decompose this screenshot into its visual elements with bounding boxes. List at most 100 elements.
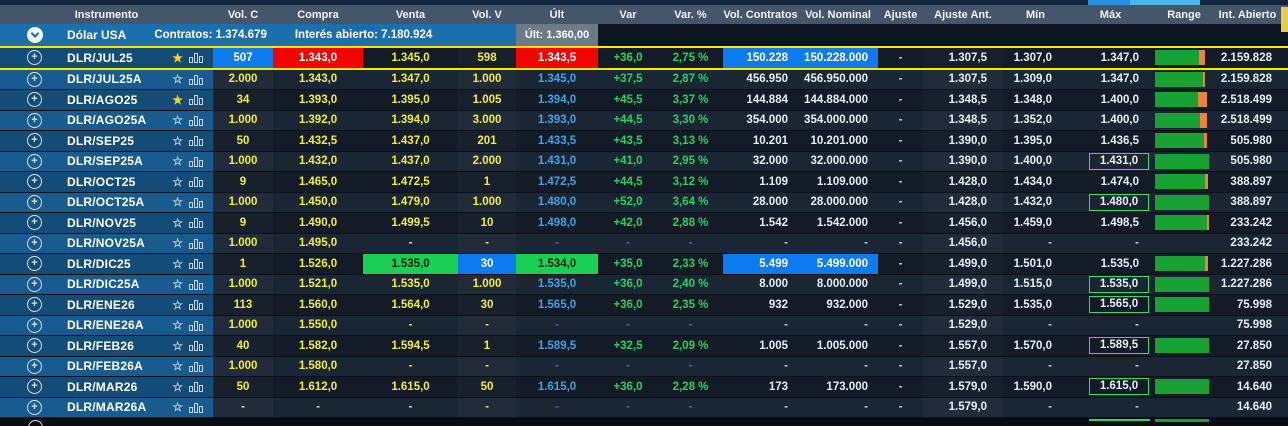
expand-row-icon[interactable]: + xyxy=(27,338,42,354)
vertical-scrollbar-thumb[interactable] xyxy=(1281,7,1288,32)
table-row[interactable]: + DLR/MAR26 ☆ 50 1.612,0 1.615,0 50 1.615,0 +36,… xyxy=(0,377,1288,398)
cell-compra[interactable]: 1.432,5 xyxy=(298,134,338,147)
cell-venta[interactable]: - xyxy=(408,319,413,332)
cell-compra[interactable]: 1.612,0 xyxy=(298,380,338,393)
cell-venta[interactable]: 1.594,5 xyxy=(391,339,430,352)
cell-venta[interactable]: 1.479,0 xyxy=(391,196,430,209)
favorite-star-icon[interactable]: ☆ xyxy=(172,318,183,333)
cell-compra[interactable]: 1.526,0 xyxy=(298,257,338,270)
expand-row-icon[interactable]: + xyxy=(27,379,42,395)
cell-compra[interactable]: 1.580,0 xyxy=(298,360,338,373)
table-row[interactable]: + DLR/FEB26 ☆ 40 1.582,0 1.594,5 1 1.589,5 +32,5… xyxy=(0,336,1288,357)
expand-row-icon[interactable]: + xyxy=(27,358,42,374)
column-header-venta[interactable]: Venta xyxy=(395,8,426,21)
cell-compra[interactable]: 1.495,0 xyxy=(298,237,338,250)
expand-row-icon[interactable]: + xyxy=(27,92,42,108)
cell-ult[interactable]: 1.589,5 xyxy=(537,339,577,352)
expand-row-icon[interactable]: + xyxy=(27,112,42,128)
chart-icon[interactable] xyxy=(189,74,203,85)
column-header-max[interactable]: Máx xyxy=(1099,8,1122,21)
chart-icon[interactable] xyxy=(189,238,203,249)
chart-icon[interactable] xyxy=(189,320,203,331)
favorite-star-icon[interactable]: ☆ xyxy=(172,72,183,87)
cell-compra[interactable]: 1.392,0 xyxy=(298,114,338,127)
favorite-star-icon[interactable]: ☆ xyxy=(172,400,183,415)
cell-ult[interactable]: 1.394,0 xyxy=(537,93,577,106)
favorite-star-icon[interactable]: ☆ xyxy=(172,297,183,312)
column-header-vol_c[interactable]: Vol. C xyxy=(227,8,259,21)
chart-icon[interactable] xyxy=(189,258,203,270)
favorite-star-icon[interactable]: ☆ xyxy=(172,359,183,374)
expand-row-icon[interactable]: + xyxy=(27,50,42,66)
expand-row-icon[interactable]: + xyxy=(27,133,42,149)
cell-compra[interactable]: 1.550,0 xyxy=(298,319,338,332)
table-row[interactable]: + DLR/SEP25 ☆ 50 1.432,5 1.437,0 201 1.433,5 +43… xyxy=(0,131,1288,152)
table-row[interactable]: + DLR/NOV25 ☆ 9 1.490,0 1.499,5 10 1.498,0 +42,0… xyxy=(0,213,1288,234)
column-header-instrument[interactable]: Instrumento xyxy=(74,8,139,21)
column-header-var_pct[interactable]: Var. % xyxy=(674,8,707,21)
cell-ult[interactable]: - xyxy=(555,319,559,332)
favorite-star-icon[interactable]: ☆ xyxy=(172,379,183,394)
column-header-range[interactable]: Range xyxy=(1167,8,1201,21)
table-row[interactable]: + DLR/NOV25A ☆ 1.000 1.495,0 - - - - - - - - 1.456,0 -… xyxy=(0,233,1288,254)
cell-compra[interactable]: 1.560,0 xyxy=(298,298,338,311)
table-row[interactable]: + DLR/DIC25A ☆ 1.000 1.521,0 1.535,0 1.000 1.53… xyxy=(0,274,1288,295)
cell-venta[interactable]: 1.347,0 xyxy=(391,73,430,86)
column-header-var[interactable]: Var xyxy=(619,8,637,21)
favorite-star-icon[interactable]: ★ xyxy=(172,92,183,107)
cell-ult[interactable]: 1.472,5 xyxy=(537,175,577,188)
horizontal-scrollbar-thumb[interactable] xyxy=(1130,0,1200,5)
cell-compra[interactable]: 1.343,0 xyxy=(298,73,338,86)
cell-ult[interactable]: 1.431,0 xyxy=(537,155,577,168)
table-row[interactable]: + DLR/ENE26 ☆ 113 1.560,0 1.564,0 30 1.565,0 +36… xyxy=(0,295,1288,316)
cell-ult[interactable]: 1.433,5 xyxy=(537,134,577,147)
cell-ult[interactable]: - xyxy=(555,237,559,250)
cell-venta[interactable]: 1.437,0 xyxy=(391,155,430,168)
table-row[interactable]: + DLR/AGO25 ★ 34 1.393,0 1.395,0 1.005 1.394,0 +… xyxy=(0,90,1288,111)
column-header-ajuste_ant[interactable]: Ajuste Ant. xyxy=(934,8,992,21)
chart-icon[interactable] xyxy=(189,279,203,290)
cell-compra[interactable]: 1.450,0 xyxy=(298,196,338,209)
column-header-ajuste[interactable]: Ajuste xyxy=(883,8,918,21)
expand-row-icon[interactable]: + xyxy=(27,399,42,415)
favorite-star-icon[interactable]: ☆ xyxy=(172,236,183,251)
favorite-star-icon[interactable]: ★ xyxy=(172,50,183,65)
cell-compra[interactable]: 1.343,0 xyxy=(273,48,363,68)
table-row[interactable]: + DLR/OCT25A ☆ 1.000 1.450,0 1.479,0 1.000 1.48… xyxy=(0,192,1288,213)
cell-ult[interactable]: 1.393,0 xyxy=(537,114,577,127)
cell-venta[interactable]: - xyxy=(408,237,413,250)
cell-compra[interactable]: 1.490,0 xyxy=(298,216,338,229)
cell-compra[interactable]: - xyxy=(316,401,320,414)
table-row[interactable]: + DLR/SEP25A ☆ 1.000 1.432,0 1.437,0 2.000 1.43… xyxy=(0,151,1288,172)
expand-row-icon[interactable]: + xyxy=(27,317,42,333)
table-row[interactable]: + DLR/JUL25 ★ 507 1.343,0 1.345,0 598 1.343,5 +3… xyxy=(0,46,1288,70)
cell-venta[interactable]: 1.437,0 xyxy=(391,134,430,147)
favorite-star-icon[interactable]: ☆ xyxy=(172,338,183,353)
table-row[interactable]: + DLR/JUL25A ☆ 2.000 1.343,0 1.347,0 1.000 1.34… xyxy=(0,69,1288,90)
cell-venta[interactable]: 1.345,0 xyxy=(391,51,430,64)
group-row[interactable]: Dólar USA Contratos: 1.374.679 Interés a… xyxy=(0,24,1288,46)
cell-ult[interactable]: 1.343,5 xyxy=(516,48,598,68)
cell-ult[interactable]: 1.534,0 xyxy=(516,254,598,274)
column-header-compra[interactable]: Compra xyxy=(297,8,339,21)
expand-row-icon[interactable]: + xyxy=(27,276,42,292)
cell-ult[interactable]: 1.565,0 xyxy=(537,298,577,311)
cell-venta[interactable]: 1.499,5 xyxy=(391,216,430,229)
cell-compra[interactable]: 1.432,0 xyxy=(298,155,338,168)
cell-ult[interactable]: - xyxy=(555,401,559,414)
cell-venta[interactable]: 1.395,0 xyxy=(391,93,430,106)
column-header-vol_contratos[interactable]: Vol. Contratos xyxy=(723,8,798,21)
cell-ult[interactable]: - xyxy=(555,360,559,373)
chart-icon[interactable] xyxy=(189,402,203,413)
table-row[interactable]: + DLR/MAR26A ☆ - - - - - - - - - - 1.579,0 - - 14.640 xyxy=(0,397,1288,418)
expand-row-icon[interactable]: + xyxy=(27,71,42,87)
favorite-star-icon[interactable]: ☆ xyxy=(172,277,183,292)
cell-venta[interactable]: - xyxy=(408,360,413,373)
expand-row-icon[interactable]: + xyxy=(27,153,42,169)
cell-venta[interactable]: - xyxy=(408,401,413,414)
chart-icon[interactable] xyxy=(189,299,203,311)
chart-icon[interactable] xyxy=(189,52,203,64)
chart-icon[interactable] xyxy=(189,135,203,147)
expand-row-icon[interactable]: + xyxy=(27,174,42,190)
cell-ult[interactable]: 1.535,0 xyxy=(537,278,577,291)
